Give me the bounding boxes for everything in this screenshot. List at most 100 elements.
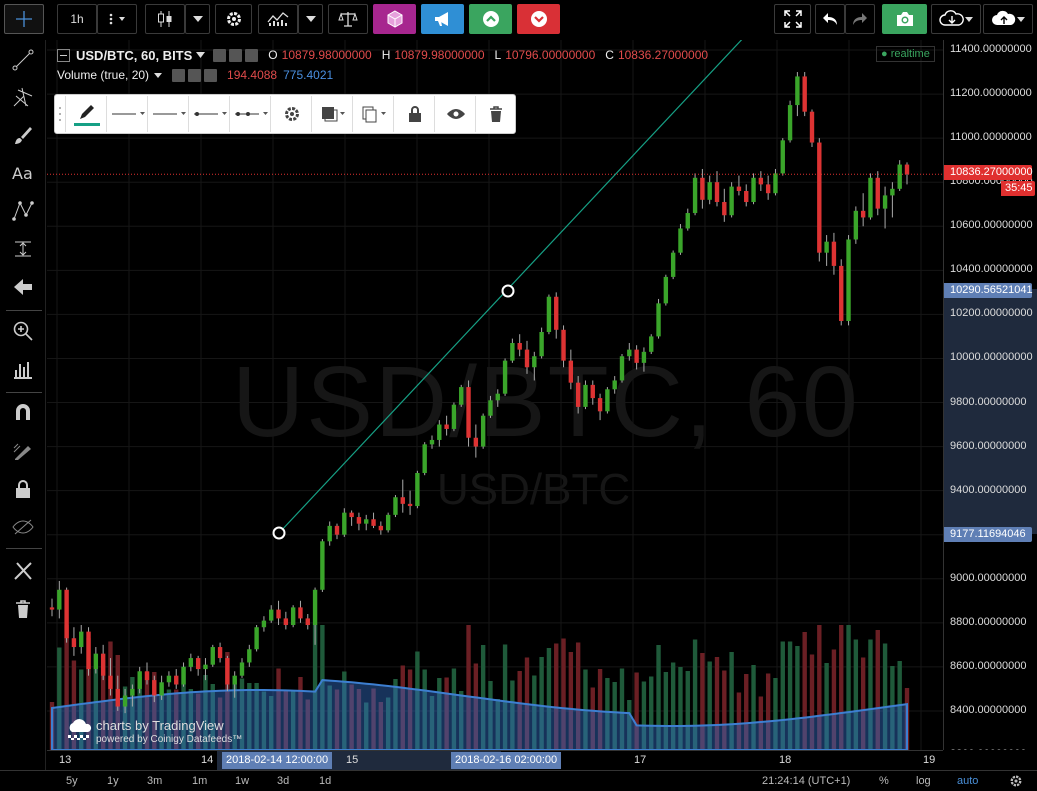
symbol-title[interactable]: USD/BTC, 60, BITS <box>76 47 193 63</box>
candlestick-chart[interactable] <box>47 40 943 750</box>
text-tool[interactable]: Aa <box>4 158 42 188</box>
clone-button[interactable] <box>354 96 394 132</box>
pitchfork-tool[interactable] <box>4 82 42 112</box>
magnet-tool[interactable] <box>4 398 42 428</box>
range-3m-button[interactable]: 3m <box>147 775 163 787</box>
candle-body <box>692 177 698 214</box>
time-axis[interactable]: 13 14 15 17 18 19 2018-02-14 12:00:00 20… <box>47 750 943 770</box>
trend-line-tool[interactable] <box>4 45 42 75</box>
gear-icon[interactable] <box>1009 774 1023 788</box>
announce-button[interactable] <box>421 4 464 34</box>
volume-bar <box>144 672 150 750</box>
candle-body <box>79 631 84 648</box>
trend-line-anchor[interactable] <box>501 284 515 298</box>
lock-drawing-button[interactable] <box>395 96 435 132</box>
interval-button[interactable]: 1h <box>57 4 97 34</box>
stay-in-drawing-tool[interactable] <box>4 436 42 466</box>
chevron-down-icon[interactable] <box>154 72 163 78</box>
load-layout-button[interactable] <box>931 4 981 34</box>
drawing-properties-toolbar <box>54 94 516 134</box>
volume-bar <box>239 678 245 750</box>
hide-drawing-button[interactable] <box>436 96 476 132</box>
redo-button[interactable] <box>845 4 875 34</box>
close-icon[interactable] <box>204 68 218 82</box>
candle-body <box>437 424 442 440</box>
candle-body <box>385 514 391 531</box>
range-1w-button[interactable]: 1w <box>235 775 250 787</box>
settings-button[interactable] <box>215 4 252 34</box>
delete-drawing-button[interactable] <box>477 96 515 132</box>
line-width-button[interactable] <box>108 96 148 132</box>
price-axis[interactable]: 11400.00000000 11200.00000000 11000.000000… <box>943 40 1037 750</box>
line-style-button[interactable] <box>149 96 189 132</box>
volume-profile-tool[interactable] <box>4 354 42 384</box>
lock-icon <box>408 106 421 122</box>
drawing-settings-button[interactable] <box>272 96 312 132</box>
measure-tool[interactable] <box>4 234 42 264</box>
brush-tool[interactable] <box>4 120 42 150</box>
visual-order-button[interactable] <box>313 96 353 132</box>
chevron-down-icon[interactable] <box>196 52 206 58</box>
gear-icon <box>226 12 241 26</box>
text-icon: Aa <box>12 164 33 182</box>
drag-handle[interactable] <box>55 96 66 132</box>
indicators-button[interactable] <box>258 4 298 34</box>
chevron-down-circle-icon <box>530 11 547 27</box>
volume-bar <box>656 645 661 750</box>
snapshot-button[interactable] <box>882 4 927 34</box>
candle-body <box>400 497 405 504</box>
range-3d-button[interactable]: 3d <box>277 775 290 787</box>
volume-title[interactable]: Volume (true, 20) <box>57 68 150 82</box>
trend-line-anchor[interactable] <box>272 526 286 540</box>
sell-button[interactable] <box>517 4 560 34</box>
range-1d-button[interactable]: 1d <box>319 775 332 787</box>
arrow-tool[interactable] <box>4 272 42 302</box>
volume-bar <box>758 696 764 750</box>
chart-pane[interactable]: USD/BTC, 60 USD/BTC <box>47 40 943 750</box>
percent-scale-button[interactable]: % <box>879 775 889 787</box>
line-end-button[interactable] <box>231 96 271 132</box>
crosshair-cursor-button[interactable] <box>4 4 44 34</box>
chart-style-menu-button[interactable] <box>185 4 210 34</box>
range-1m-button[interactable]: 1m <box>192 775 208 787</box>
undo-button[interactable] <box>815 4 845 34</box>
log-scale-button[interactable]: log <box>916 775 931 787</box>
pattern-tool[interactable] <box>4 196 42 226</box>
candle-body <box>371 519 376 526</box>
eye-icon[interactable] <box>172 68 186 82</box>
line-color-button[interactable] <box>67 96 107 132</box>
collapse-icon[interactable] <box>57 48 70 62</box>
eye-icon[interactable] <box>213 48 227 62</box>
candle-body <box>327 525 332 542</box>
utc-clock[interactable]: 21:24:14 (UTC+1) <box>762 775 851 787</box>
candle-body <box>802 76 807 112</box>
remove-drawings-tool[interactable] <box>4 594 42 624</box>
layers-icon <box>321 107 345 122</box>
candle-body <box>554 296 559 330</box>
interval-menu-button[interactable] <box>97 4 137 34</box>
volume-bar <box>444 677 449 750</box>
lock-tool[interactable] <box>4 474 42 504</box>
tools-settings-tool[interactable] <box>4 556 42 586</box>
candle-body <box>444 424 449 429</box>
indicators-menu-button[interactable] <box>298 4 323 34</box>
line-start-button[interactable] <box>190 96 230 132</box>
hide-drawings-tool[interactable] <box>4 512 42 542</box>
volume-bar <box>853 639 859 750</box>
candle-body <box>707 182 712 200</box>
save-layout-button[interactable] <box>983 4 1033 34</box>
range-5y-button[interactable]: 5y <box>66 775 78 787</box>
fullscreen-button[interactable] <box>774 4 811 34</box>
buy-button[interactable] <box>469 4 512 34</box>
trend-line-drawing[interactable] <box>278 40 747 534</box>
compare-button[interactable] <box>328 4 368 34</box>
gear-icon[interactable] <box>229 48 243 62</box>
candle-body <box>524 349 530 368</box>
chart-style-button[interactable] <box>145 4 185 34</box>
close-icon[interactable] <box>245 48 259 62</box>
cube-button[interactable] <box>373 4 416 34</box>
auto-scale-button[interactable]: auto <box>957 775 979 787</box>
range-1y-button[interactable]: 1y <box>107 775 119 787</box>
zoom-tool[interactable] <box>4 316 42 346</box>
gear-icon[interactable] <box>188 68 202 82</box>
